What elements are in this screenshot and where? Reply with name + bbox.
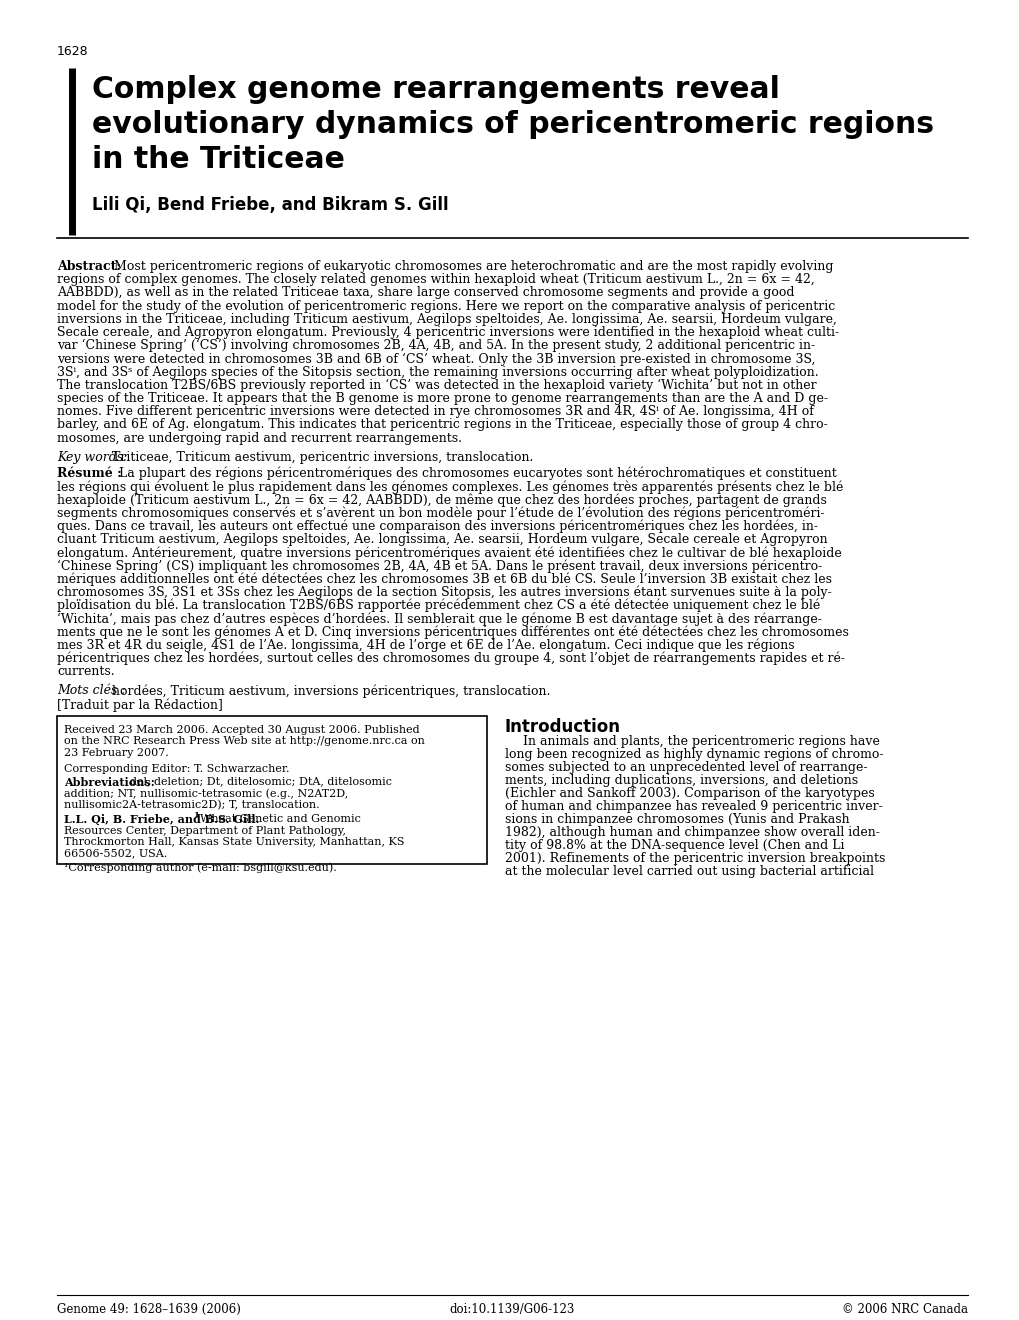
- Text: [Traduit par la Rédaction]: [Traduit par la Rédaction]: [57, 698, 223, 711]
- Text: on the NRC Research Press Web site at http://genome.nrc.ca on: on the NRC Research Press Web site at ht…: [64, 737, 425, 747]
- Text: Lili Qi, Bend Friebe, and Bikram S. Gill: Lili Qi, Bend Friebe, and Bikram S. Gill: [92, 195, 448, 214]
- Text: 3Sⁱ, and 3Sˢ of Aegilops species of the Sitopsis section, the remaining inversio: 3Sⁱ, and 3Sˢ of Aegilops species of the …: [57, 366, 818, 379]
- Text: elongatum. Antérieurement, quatre inversions péricentromériques avaient été iden: elongatum. Antérieurement, quatre invers…: [57, 546, 841, 560]
- Text: ploïdisation du blé. La translocation T2BS/6BS rapportée précédemment chez CS a : ploïdisation du blé. La translocation T2…: [57, 599, 819, 612]
- Text: model for the study of the evolution of pericentromeric regions. Here we report : model for the study of the evolution of …: [57, 300, 835, 313]
- Text: Résumé :: Résumé :: [57, 467, 121, 479]
- Text: tity of 98.8% at the DNA-sequence level (Chen and Li: tity of 98.8% at the DNA-sequence level …: [504, 840, 844, 851]
- Text: ques. Dans ce travail, les auteurs ont effectué une comparaison des inversions p: ques. Dans ce travail, les auteurs ont e…: [57, 520, 817, 533]
- Text: Key words:: Key words:: [57, 451, 127, 463]
- Text: L.L. Qi, B. Friebe, and B.S. Gill.: L.L. Qi, B. Friebe, and B.S. Gill.: [64, 814, 259, 825]
- Text: versions were detected in chromosomes 3B and 6B of ‘CS’ wheat. Only the 3B inver: versions were detected in chromosomes 3B…: [57, 352, 814, 366]
- Text: In animals and plants, the pericentromeric regions have: In animals and plants, the pericentromer…: [523, 735, 879, 748]
- Text: regions of complex genomes. The closely related genomes within hexaploid wheat (: regions of complex genomes. The closely …: [57, 273, 814, 286]
- Text: Wheat Genetic and Genomic: Wheat Genetic and Genomic: [200, 814, 361, 824]
- Text: La plupart des régions péricentromériques des chromosomes eucaryotes sont hétéro: La plupart des régions péricentromérique…: [119, 467, 836, 480]
- Text: The translocation T2BS/6BS previously reported in ‘CS’ was detected in the hexap: The translocation T2BS/6BS previously re…: [57, 379, 816, 392]
- Text: nullisomic2A-tetrasomic2D); T, translocation.: nullisomic2A-tetrasomic2D); T, transloca…: [64, 800, 319, 810]
- Text: ments que ne le sont les génomes A et D. Cinq inversions péricentriques différen: ments que ne le sont les génomes A et D.…: [57, 626, 848, 639]
- Text: 1: 1: [193, 810, 199, 818]
- Text: doi:10.1139/G06-123: doi:10.1139/G06-123: [449, 1303, 574, 1316]
- Text: hexaploide (Triticum aestivum L., 2n = 6x = 42, AABBDD), de même que chez des ho: hexaploide (Triticum aestivum L., 2n = 6…: [57, 494, 826, 507]
- Text: Abbreviations:: Abbreviations:: [64, 776, 155, 788]
- Text: Introduction: Introduction: [504, 718, 621, 737]
- Text: cluant Triticum aestivum, Aegilops speltoides, Ae. longissima, Ae. searsii, Hord: cluant Triticum aestivum, Aegilops spelt…: [57, 533, 826, 545]
- Text: AABBDD), as well as in the related Triticeae taxa, share large conserved chromos: AABBDD), as well as in the related Triti…: [57, 286, 794, 300]
- Text: Resources Center, Department of Plant Pathology,: Resources Center, Department of Plant Pa…: [64, 825, 345, 836]
- Text: Mots clés :: Mots clés :: [57, 684, 125, 697]
- Text: ‘Wichita’, mais pas chez d’autres espèces d’hordées. Il semblerait que le génome: ‘Wichita’, mais pas chez d’autres espèce…: [57, 612, 821, 626]
- Text: barley, and 6E of Ag. elongatum. This indicates that pericentric regions in the : barley, and 6E of Ag. elongatum. This in…: [57, 418, 827, 432]
- Text: ‘Chinese Spring’ (CS) impliquant les chromosomes 2B, 4A, 4B et 5A. Dans le prése: ‘Chinese Spring’ (CS) impliquant les chr…: [57, 560, 821, 573]
- Text: ments, including duplications, inversions, and deletions: ments, including duplications, inversion…: [504, 774, 857, 787]
- Text: in the Triticeae: in the Triticeae: [92, 145, 344, 174]
- Text: inversions in the Triticeae, including Triticum aestivum, Aegilops speltoides, A: inversions in the Triticeae, including T…: [57, 313, 836, 326]
- Text: Corresponding Editor: T. Schwarzacher.: Corresponding Editor: T. Schwarzacher.: [64, 763, 289, 774]
- Text: mosomes, are undergoing rapid and recurrent rearrangements.: mosomes, are undergoing rapid and recurr…: [57, 432, 462, 445]
- Text: Throckmorton Hall, Kansas State University, Manhattan, KS: Throckmorton Hall, Kansas State Universi…: [64, 837, 405, 847]
- Text: 23 February 2007.: 23 February 2007.: [64, 748, 168, 758]
- Text: currents.: currents.: [57, 665, 114, 677]
- Text: ¹Corresponding author (e-mail: bsgill@ksu.edu).: ¹Corresponding author (e-mail: bsgill@ks…: [64, 862, 336, 873]
- Text: var ‘Chinese Spring’ (‘CS’) involving chromosomes 2B, 4A, 4B, and 5A. In the pre: var ‘Chinese Spring’ (‘CS’) involving ch…: [57, 339, 814, 352]
- Text: 1628: 1628: [57, 45, 89, 58]
- Text: 2001). Refinements of the pericentric inversion breakpoints: 2001). Refinements of the pericentric in…: [504, 851, 884, 865]
- Text: species of the Triticeae. It appears that the B genome is more prone to genome r: species of the Triticeae. It appears tha…: [57, 392, 827, 405]
- Text: Complex genome rearrangements reveal: Complex genome rearrangements reveal: [92, 75, 780, 104]
- Text: sions in chimpanzee chromosomes (Yunis and Prakash: sions in chimpanzee chromosomes (Yunis a…: [504, 813, 849, 826]
- Text: hordées, Triticum aestivum, inversions péricentriques, translocation.: hordées, Triticum aestivum, inversions p…: [112, 684, 550, 697]
- Text: Received 23 March 2006. Accepted 30 August 2006. Published: Received 23 March 2006. Accepted 30 Augu…: [64, 725, 419, 735]
- Text: les régions qui évoluent le plus rapidement dans les génomes complexes. Les géno: les régions qui évoluent le plus rapidem…: [57, 480, 843, 494]
- Text: chromosomes 3S, 3S1 et 3Ss chez les Aegilops de la section Sitopsis, les autres : chromosomes 3S, 3S1 et 3Ss chez les Aegi…: [57, 586, 830, 599]
- Text: mes 3R et 4R du seigle, 4S1 de l’Ae. longissima, 4H de l’orge et 6E de l’Ae. elo: mes 3R et 4R du seigle, 4S1 de l’Ae. lon…: [57, 639, 794, 652]
- Text: evolutionary dynamics of pericentromeric regions: evolutionary dynamics of pericentromeric…: [92, 110, 933, 139]
- Text: somes subjected to an unprecedented level of rearrange-: somes subjected to an unprecedented leve…: [504, 762, 866, 774]
- Text: Secale cereale, and Agropyron elongatum. Previously, 4 pericentric inversions we: Secale cereale, and Agropyron elongatum.…: [57, 326, 839, 339]
- Text: péricentriques chez les hordées, surtout celles des chromosomes du groupe 4, son: péricentriques chez les hordées, surtout…: [57, 652, 844, 665]
- Text: segments chromosomiques conservés et s’avèrent un bon modèle pour l’étude de l’é: segments chromosomiques conservés et s’a…: [57, 507, 823, 520]
- Text: Triticeae, Triticum aestivum, pericentric inversions, translocation.: Triticeae, Triticum aestivum, pericentri…: [112, 451, 533, 463]
- Text: © 2006 NRC Canada: © 2006 NRC Canada: [841, 1303, 967, 1316]
- Text: Most pericentromeric regions of eukaryotic chromosomes are heterochromatic and a: Most pericentromeric regions of eukaryot…: [114, 260, 833, 273]
- Text: nomes. Five different pericentric inversions were detected in rye chromosomes 3R: nomes. Five different pericentric invers…: [57, 405, 813, 418]
- Text: at the molecular level carried out using bacterial artificial: at the molecular level carried out using…: [504, 865, 873, 878]
- Text: long been recognized as highly dynamic regions of chromo-: long been recognized as highly dynamic r…: [504, 748, 882, 762]
- Bar: [57, 715, 486, 865]
- Text: Abstract:: Abstract:: [57, 260, 121, 273]
- Text: of human and chimpanzee has revealed 9 pericentric inver-: of human and chimpanzee has revealed 9 p…: [504, 800, 881, 813]
- Text: del, deletion; Dt, ditelosomic; DtA, ditelosomic: del, deletion; Dt, ditelosomic; DtA, dit…: [129, 776, 391, 787]
- Text: mériques additionnelles ont été détectées chez les chromosomes 3B et 6B du blé C: mériques additionnelles ont été détectée…: [57, 573, 832, 586]
- Text: 66506-5502, USA.: 66506-5502, USA.: [64, 849, 167, 858]
- Text: addition; NT, nullisomic-tetrasomic (e.g., N2AT2D,: addition; NT, nullisomic-tetrasomic (e.g…: [64, 788, 347, 799]
- Text: 1982), although human and chimpanzee show overall iden-: 1982), although human and chimpanzee sho…: [504, 826, 879, 840]
- Text: (Eichler and Sankoff 2003). Comparison of the karyotypes: (Eichler and Sankoff 2003). Comparison o…: [504, 787, 874, 800]
- Text: Genome 49: 1628–1639 (2006): Genome 49: 1628–1639 (2006): [57, 1303, 240, 1316]
